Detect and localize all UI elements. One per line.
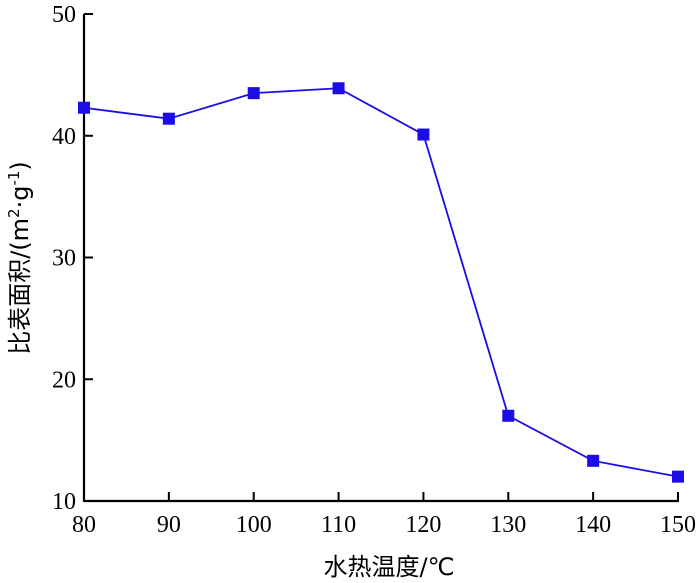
x-tick-label: 110 xyxy=(321,512,356,538)
y-tick-label: 10 xyxy=(52,489,76,515)
x-tick-label: 80 xyxy=(72,512,96,538)
data-point-marker xyxy=(417,128,430,141)
x-axis-title: 水热温度/℃ xyxy=(323,553,454,581)
x-tick-label: 150 xyxy=(660,512,696,538)
series-line xyxy=(83,87,679,478)
x-tick-label: 120 xyxy=(405,512,441,538)
y-ticks: 10 20 30 40 50 xyxy=(52,2,93,515)
y-tick-label: 30 xyxy=(52,246,76,272)
data-point-marker xyxy=(672,470,684,483)
data-point-marker xyxy=(587,454,600,467)
y-tick-label: 20 xyxy=(52,367,76,393)
axes xyxy=(82,14,679,503)
x-tick-label: 90 xyxy=(157,512,181,538)
data-point-marker xyxy=(162,112,175,125)
x-tick-label: 100 xyxy=(236,512,272,538)
y-axis-title-sup1: 2 xyxy=(5,208,23,218)
y-axis-title-main: 比表面积/(m xyxy=(6,218,34,355)
data-point-marker xyxy=(78,101,90,114)
x-tick-label: 140 xyxy=(575,512,611,538)
x-ticks: 80 90 100 110 120 130 140 150 xyxy=(72,492,696,538)
y-axis-title-sup2: -1 xyxy=(5,171,23,186)
y-tick-label: 40 xyxy=(52,124,76,150)
y-tick-label: 50 xyxy=(52,2,76,28)
data-point-marker xyxy=(332,82,345,95)
series-layer xyxy=(78,82,684,483)
x-tick-label: 130 xyxy=(490,512,526,538)
y-axis-title-mid: ·g xyxy=(6,186,34,209)
data-point-marker xyxy=(502,409,515,422)
data-point-marker xyxy=(247,87,260,100)
y-axis-title-end: ) xyxy=(6,161,34,170)
y-axis-title: 比表面积/(m2·g-1) xyxy=(5,161,34,355)
